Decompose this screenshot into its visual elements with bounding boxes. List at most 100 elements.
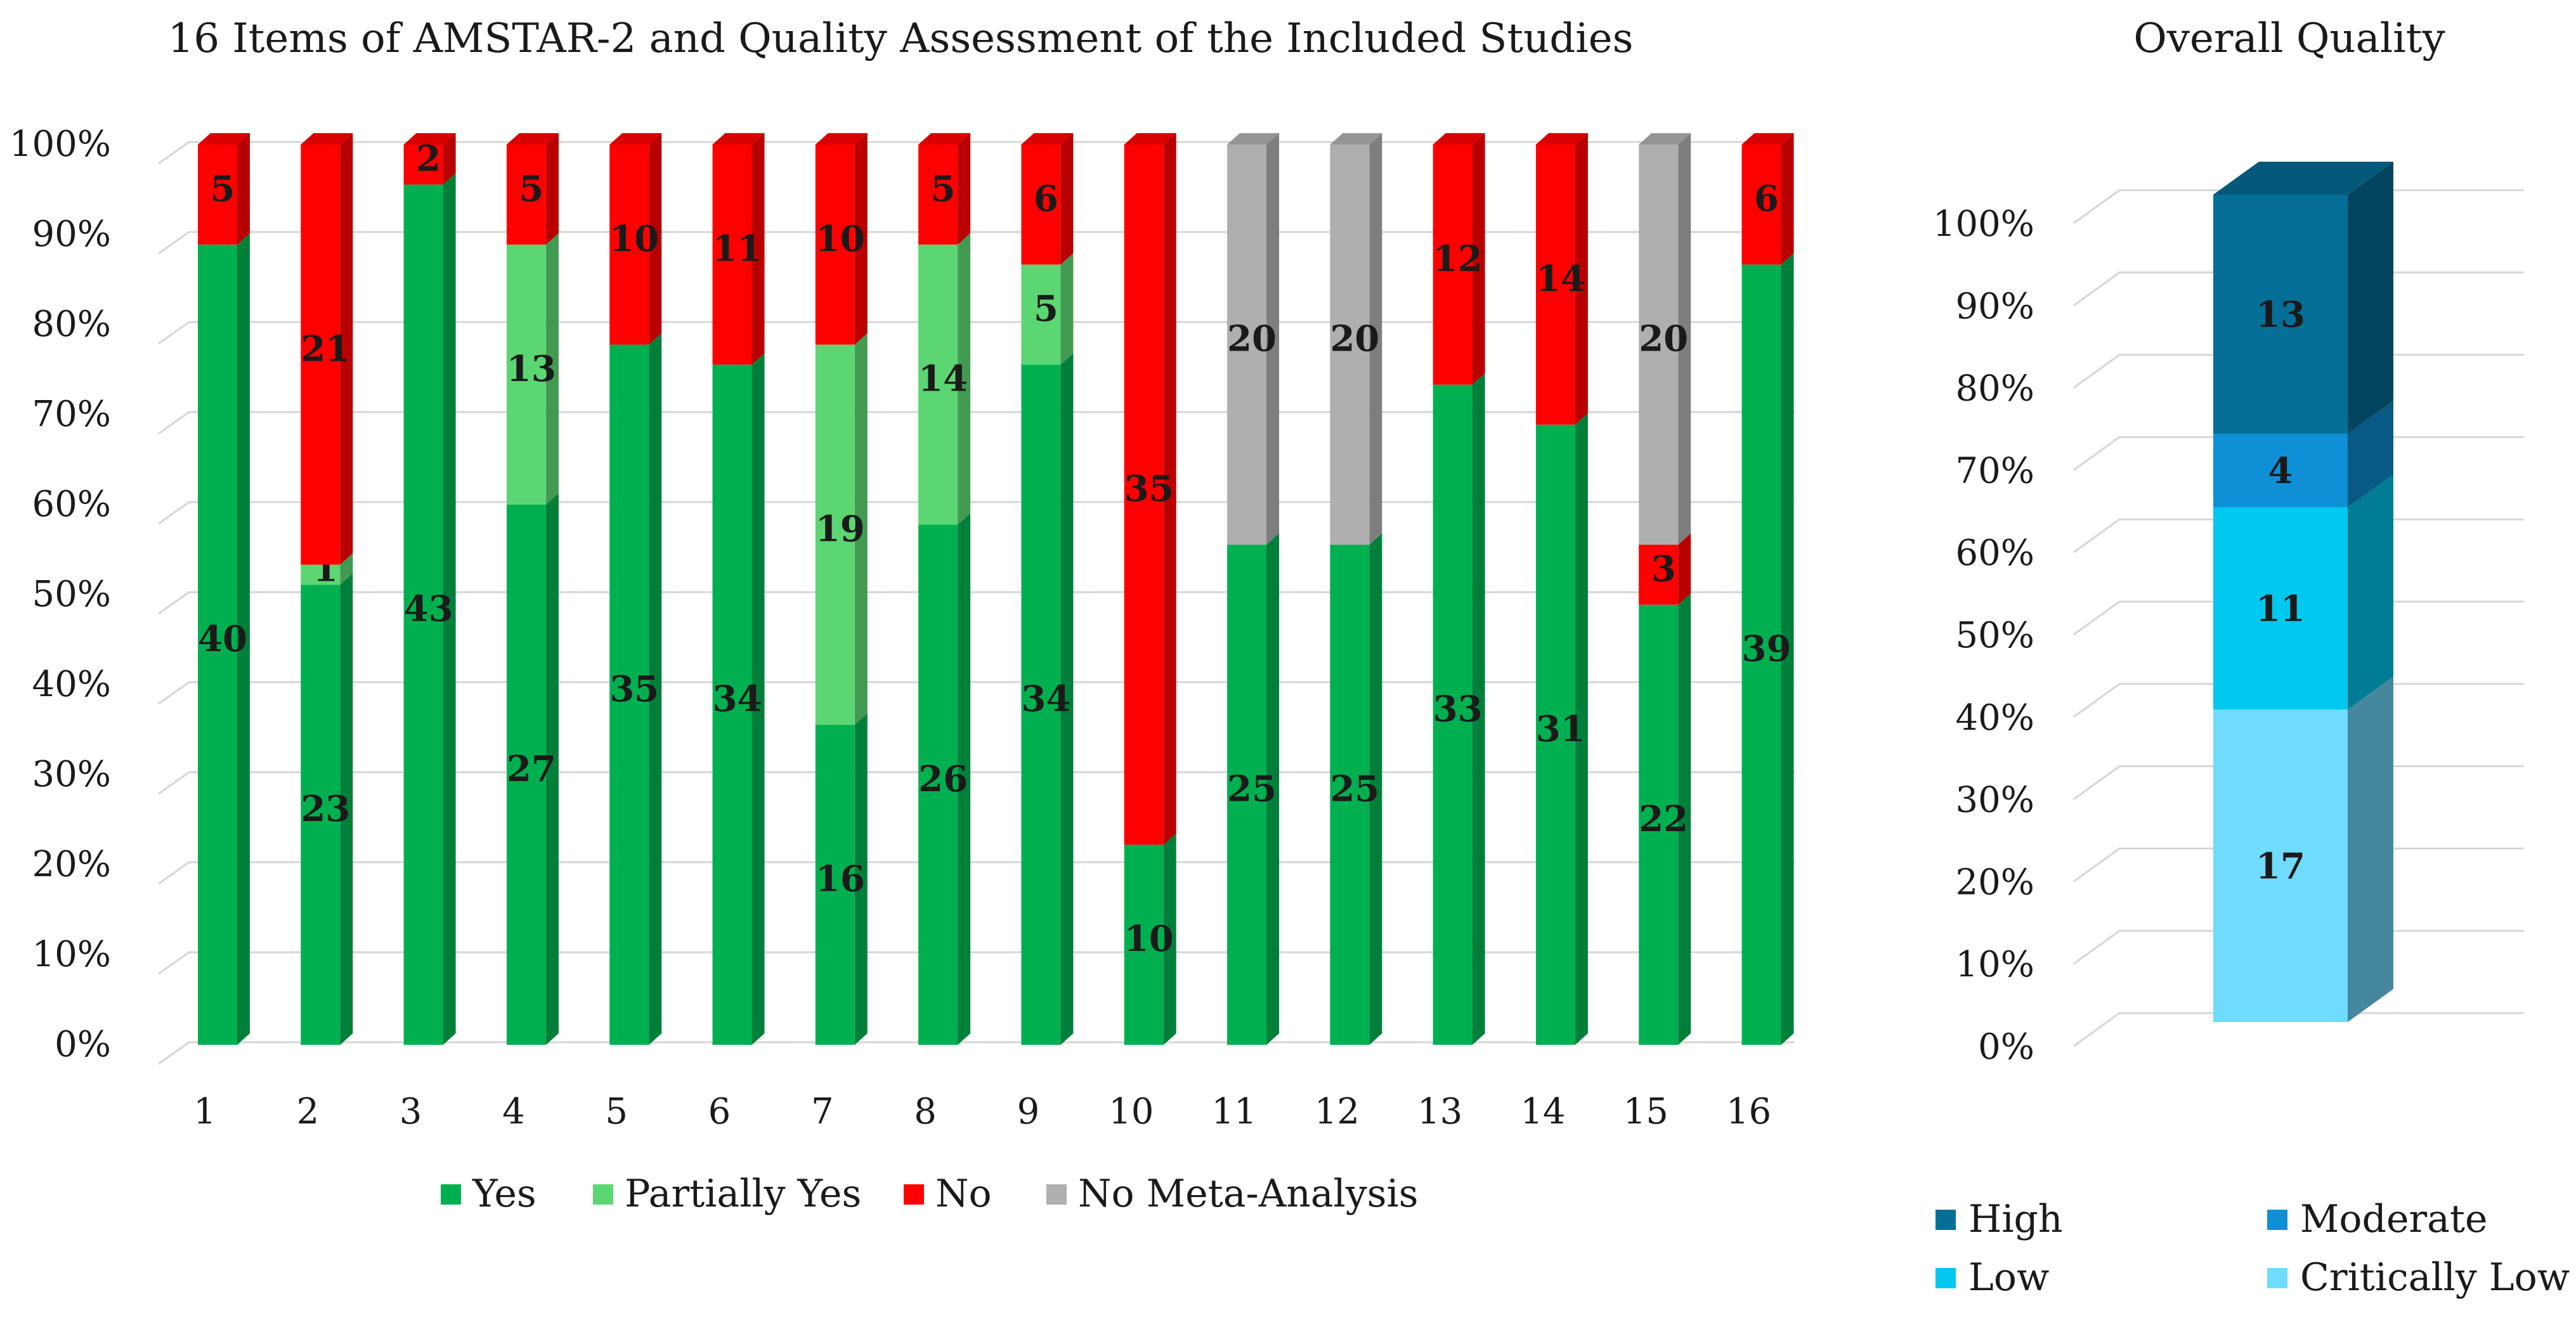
bar-segment-yes bbox=[1639, 604, 1679, 1045]
x-tick-label: 2 bbox=[296, 1091, 319, 1132]
data-label: 34 bbox=[1021, 678, 1070, 720]
bar-segment-top bbox=[1330, 133, 1382, 145]
x-tick-label: 4 bbox=[502, 1091, 525, 1132]
gridline bbox=[2073, 1012, 2524, 1047]
bar-segment-yes bbox=[1535, 424, 1575, 1045]
data-label: 6 bbox=[1034, 178, 1058, 220]
bar-segment-side bbox=[237, 233, 250, 1045]
legend-item: Yes bbox=[441, 1172, 537, 1216]
bar-segment-side bbox=[443, 133, 456, 185]
bars: 17 11 4 13 bbox=[2213, 162, 2393, 1022]
y-tick-label: 40% bbox=[1956, 697, 2034, 739]
bar-segment-yes bbox=[403, 184, 443, 1045]
bar-segment-partially-yes bbox=[301, 564, 341, 585]
y-tick-label: 100% bbox=[1933, 204, 2034, 245]
bar-segment-top bbox=[1741, 133, 1794, 145]
bar-segment-side bbox=[237, 133, 250, 245]
legend-item: Critically Low bbox=[2267, 1255, 2570, 1300]
y-tick-label: 20% bbox=[32, 844, 111, 885]
data-label: 23 bbox=[301, 788, 350, 830]
data-label: 34 bbox=[713, 678, 762, 720]
data-label: 20 bbox=[1227, 318, 1277, 360]
data-label: 21 bbox=[301, 328, 350, 370]
data-label: 25 bbox=[1330, 768, 1379, 810]
bar-segment-side bbox=[958, 133, 971, 245]
bar-segment-no bbox=[1535, 145, 1575, 425]
y-tick-label: 10% bbox=[1956, 944, 2034, 985]
bar-segment-no bbox=[918, 145, 958, 245]
bar-segment-side bbox=[443, 173, 456, 1045]
x-tick-label: 5 bbox=[605, 1091, 628, 1132]
bar-segment-side bbox=[1472, 373, 1485, 1045]
amstar-items-chart: 16 Items of AMSTAR-2 and Quality Assessm… bbox=[10, 15, 1795, 1216]
bar-segment-side bbox=[854, 333, 868, 725]
y-tick-label: 0% bbox=[55, 1024, 111, 1065]
bar-segment-side bbox=[1060, 133, 1074, 265]
legend-label: Partially Yes bbox=[625, 1172, 861, 1216]
legend-swatch bbox=[1935, 1210, 1956, 1230]
bar-stack-item-11: 25 20 bbox=[1227, 133, 1279, 1045]
bar-stack-item-12: 25 20 bbox=[1330, 133, 1382, 1045]
bar-segment-top bbox=[712, 133, 765, 145]
bar-stack-item-10: 10 35 bbox=[1124, 133, 1176, 1045]
bar-segment-no bbox=[198, 145, 237, 245]
legend-item: Low bbox=[1935, 1255, 2049, 1300]
data-label: 26 bbox=[918, 758, 968, 800]
bar-segment-top bbox=[609, 133, 662, 145]
bar-segment-side bbox=[1266, 133, 1279, 545]
bar-segment-side bbox=[1060, 253, 1074, 365]
bar-segment-side bbox=[2348, 474, 2393, 709]
bar-stack-item-14: 31 14 bbox=[1535, 133, 1588, 1045]
legend-item: High bbox=[1935, 1197, 2063, 1241]
bar-stack-item-4: 27 13 5 bbox=[506, 133, 559, 1045]
bar-segment-no bbox=[609, 145, 649, 345]
legend: Yes Partially Yes No No Meta-Analysis bbox=[441, 1172, 1418, 1216]
legend-swatch bbox=[2267, 1268, 2287, 1288]
bar-segment-side bbox=[545, 233, 559, 505]
x-tick-label: 14 bbox=[1520, 1091, 1565, 1132]
bar-segment-side bbox=[1369, 133, 1382, 545]
bar-stack-item-5: 35 10 bbox=[609, 133, 662, 1045]
bar-segment-side bbox=[1060, 353, 1074, 1045]
bar-segment-side bbox=[958, 233, 971, 525]
bar-segment-side bbox=[1781, 133, 1794, 265]
data-label: 16 bbox=[816, 858, 865, 900]
x-tick-label: 15 bbox=[1623, 1091, 1669, 1132]
bar-segment-no-meta-analysis bbox=[1330, 145, 1370, 545]
bar-segment-no bbox=[712, 145, 752, 365]
y-tick-label: 90% bbox=[32, 214, 111, 255]
data-label: 35 bbox=[609, 668, 659, 710]
bar-segment-top bbox=[1124, 133, 1176, 145]
chart-title: Overall Quality bbox=[2133, 15, 2445, 62]
legend-item: No bbox=[904, 1172, 992, 1216]
data-label: 10 bbox=[816, 218, 865, 260]
bar-stack-item-15: 22 3 20 bbox=[1639, 133, 1691, 1045]
bar-segment-side bbox=[1781, 253, 1794, 1045]
y-axis-ticks: 0% 10% 20% 30% 40% 50% 60% 70% 80% 90% 100% bbox=[10, 124, 111, 1065]
bar-segment-yes bbox=[918, 524, 958, 1045]
bar-segment-side bbox=[340, 133, 353, 565]
bar-segment-no bbox=[506, 145, 546, 245]
bar-segment-side bbox=[751, 353, 765, 1045]
legend-swatch bbox=[1046, 1184, 1067, 1205]
legend-item: Partially Yes bbox=[593, 1172, 861, 1216]
bar-segment-no bbox=[1741, 145, 1781, 265]
bar-segment-yes bbox=[198, 244, 237, 1045]
bar-segment-top bbox=[1535, 133, 1588, 145]
legend-label: Critically Low bbox=[2300, 1255, 2570, 1300]
x-tick-label: 1 bbox=[193, 1091, 216, 1132]
bar-segment-side bbox=[854, 713, 868, 1045]
data-label: 25 bbox=[1227, 768, 1277, 810]
data-label: 43 bbox=[404, 588, 453, 630]
bar-segment-no bbox=[301, 145, 341, 565]
bar-segment-top bbox=[815, 133, 868, 145]
data-label: 27 bbox=[507, 748, 556, 790]
bar-segment-yes bbox=[1021, 365, 1061, 1045]
bar-segment-side bbox=[1678, 133, 1691, 545]
legend-label: Moderate bbox=[2300, 1197, 2488, 1241]
data-label: 13 bbox=[507, 348, 556, 390]
bar-segment-side bbox=[1472, 133, 1485, 385]
legend-swatch bbox=[593, 1184, 613, 1205]
bar-segment-top bbox=[2213, 162, 2393, 195]
bar-segment-yes bbox=[1741, 264, 1781, 1045]
